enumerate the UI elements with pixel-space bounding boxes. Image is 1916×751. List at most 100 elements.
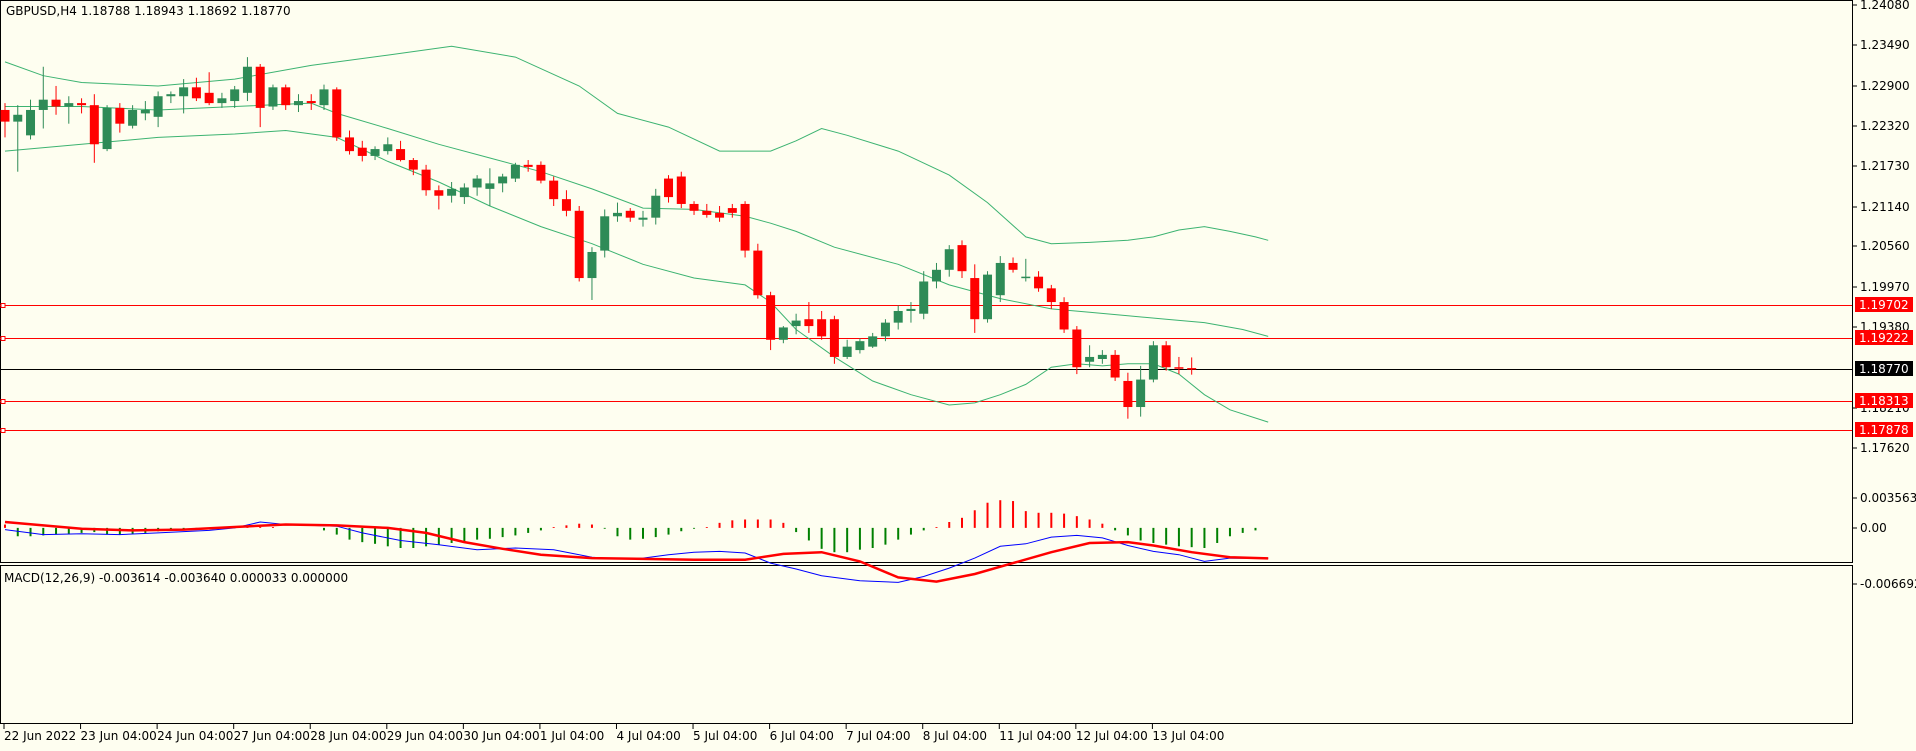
- candle-body: [804, 319, 814, 327]
- candle: [983, 271, 993, 323]
- hline-anchor: [0, 428, 6, 433]
- candle: [268, 84, 278, 110]
- candle-body: [396, 149, 406, 161]
- candle-body: [293, 101, 303, 106]
- candle: [230, 85, 240, 108]
- candle-body: [561, 199, 571, 211]
- macd-tick-label: -0.006692: [1860, 577, 1916, 591]
- candle-body: [498, 176, 508, 184]
- candle-body: [153, 96, 163, 117]
- candle-body: [957, 245, 967, 272]
- candle: [255, 64, 265, 128]
- candle-body: [778, 327, 788, 340]
- candle: [804, 302, 814, 333]
- candle-body: [600, 216, 610, 251]
- candle: [1059, 297, 1069, 333]
- price-tick-label: 1.17620: [1860, 441, 1910, 455]
- candle-body: [408, 160, 418, 170]
- candle-body: [906, 308, 916, 311]
- time-tick-label: 28 Jun 04:00: [310, 729, 386, 743]
- candle: [447, 182, 457, 203]
- time-tick-label: 27 Jun 04:00: [234, 729, 310, 743]
- candle: [306, 94, 316, 110]
- candle: [345, 130, 355, 155]
- price-tick-label: 1.24080: [1860, 0, 1910, 12]
- candle: [510, 162, 520, 182]
- macd-histogram: [4, 500, 1257, 553]
- hline-anchor: [0, 399, 6, 404]
- candle-body: [1136, 379, 1146, 408]
- candle-body: [880, 322, 890, 337]
- candle-body: [536, 164, 546, 181]
- candle: [1072, 326, 1082, 375]
- candle: [0, 103, 10, 138]
- candle-body: [689, 203, 699, 211]
- candle-body: [115, 107, 125, 124]
- candle-body: [1008, 262, 1018, 270]
- candle: [536, 161, 546, 184]
- candle-body: [64, 103, 74, 107]
- candle-body: [868, 336, 878, 347]
- candle-body: [715, 212, 725, 218]
- candle-body: [1161, 345, 1171, 368]
- hline-price-tag-bg: [1855, 297, 1913, 312]
- candle: [1136, 365, 1146, 417]
- candle: [357, 140, 367, 162]
- candle-body: [919, 281, 929, 314]
- candle-body: [944, 249, 954, 270]
- candle: [1174, 356, 1184, 375]
- time-tick-label: 13 Jul 04:00: [1152, 729, 1224, 743]
- candle: [561, 190, 571, 217]
- candle: [102, 105, 112, 152]
- candle: [893, 305, 903, 330]
- bollinger-lower: [4, 129, 1269, 423]
- candle: [13, 105, 23, 172]
- candle-body: [983, 274, 993, 320]
- candle-body: [510, 164, 520, 179]
- candle: [38, 66, 48, 129]
- price-tick-label: 1.21730: [1860, 159, 1910, 173]
- candle-body: [612, 212, 622, 217]
- macd-tick-label: 0.003563: [1860, 491, 1916, 505]
- candle-body: [702, 210, 712, 215]
- candle: [26, 99, 36, 140]
- candle: [166, 91, 176, 104]
- candle-body: [345, 137, 355, 152]
- time-tick-label: 22 Jun 2022: [4, 729, 76, 743]
- candle-body: [13, 114, 23, 122]
- macd-line: [4, 521, 1269, 583]
- candle: [332, 87, 342, 141]
- candle-body: [459, 187, 469, 198]
- candle: [587, 247, 597, 300]
- candle: [434, 185, 444, 210]
- candle-body: [242, 66, 252, 93]
- candle-body: [217, 98, 227, 104]
- time-tick-label: 1 Jul 04:00: [540, 729, 604, 743]
- candle: [931, 262, 941, 289]
- candle: [1008, 257, 1018, 273]
- hline-price-tag: 1.19702: [1859, 298, 1909, 312]
- candle: [1097, 350, 1107, 364]
- candle: [612, 202, 622, 222]
- candle-body: [1034, 276, 1044, 289]
- candle: [115, 103, 125, 133]
- candle: [715, 206, 725, 222]
- candle-body: [766, 295, 776, 340]
- candle: [766, 291, 776, 351]
- bollinger-middle: [5, 102, 1269, 337]
- candle-body: [1174, 367, 1184, 369]
- current-price-tag: 1.18770: [1859, 362, 1909, 376]
- time-tick-label: 5 Jul 04:00: [693, 729, 757, 743]
- candle: [625, 208, 635, 222]
- candle: [842, 339, 852, 359]
- candle: [778, 326, 788, 344]
- candle: [408, 157, 418, 176]
- candle-body: [268, 87, 278, 107]
- candle: [89, 94, 99, 163]
- hline-price-tag: 1.19222: [1859, 331, 1909, 345]
- macd-info: MACD(12,26,9) -0.003614 -0.003640 0.0000…: [4, 571, 348, 585]
- candle-body: [664, 178, 674, 198]
- candle: [549, 176, 559, 207]
